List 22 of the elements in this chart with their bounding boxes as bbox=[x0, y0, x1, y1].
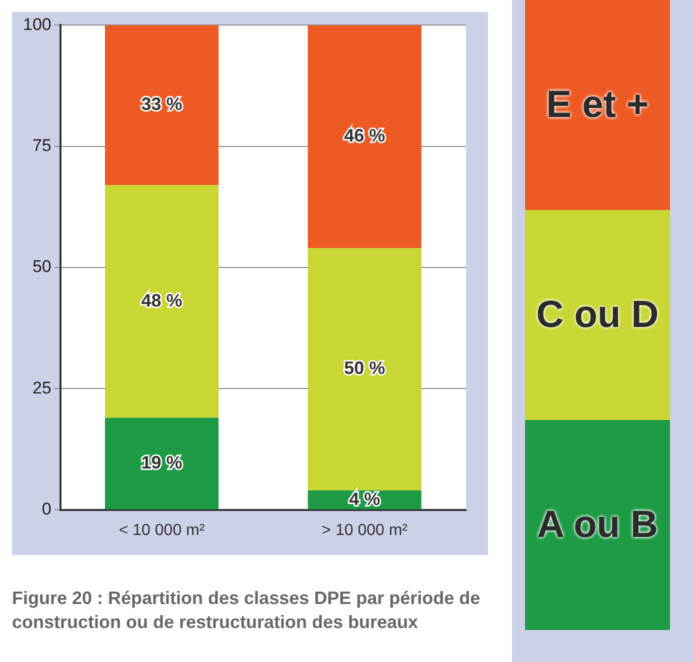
y-tick-label: 25 bbox=[32, 378, 52, 398]
bar bbox=[104, 418, 219, 510]
bar bbox=[104, 25, 219, 186]
data-label: 19 % bbox=[141, 452, 182, 472]
data-label: 4 % bbox=[349, 488, 380, 509]
text: Figure 20 : Répartition des classes DPE par période de construction ou de restructuration des bureaux bbox=[12, 587, 482, 634]
bar bbox=[308, 248, 422, 490]
y-tick-label: 75 bbox=[32, 136, 52, 156]
y-tick-label: 100 bbox=[22, 14, 52, 34]
text: E et + bbox=[525, 0, 670, 210]
data-label: 50 % bbox=[344, 358, 386, 378]
data-label: 48 % bbox=[141, 290, 182, 310]
x-tick-label: < 10 000 m² bbox=[118, 522, 206, 539]
x-tick-label: > 10 000 m² bbox=[322, 522, 408, 539]
data-label: 46 % bbox=[344, 126, 386, 146]
text: C ou D bbox=[525, 210, 670, 420]
y-tick-label: 50 bbox=[32, 257, 52, 276]
text: A ou B bbox=[525, 420, 670, 630]
bar bbox=[308, 25, 422, 248]
bar bbox=[104, 185, 219, 418]
data-label: 33 % bbox=[141, 94, 182, 114]
y-tick-label: 0 bbox=[42, 499, 52, 518]
